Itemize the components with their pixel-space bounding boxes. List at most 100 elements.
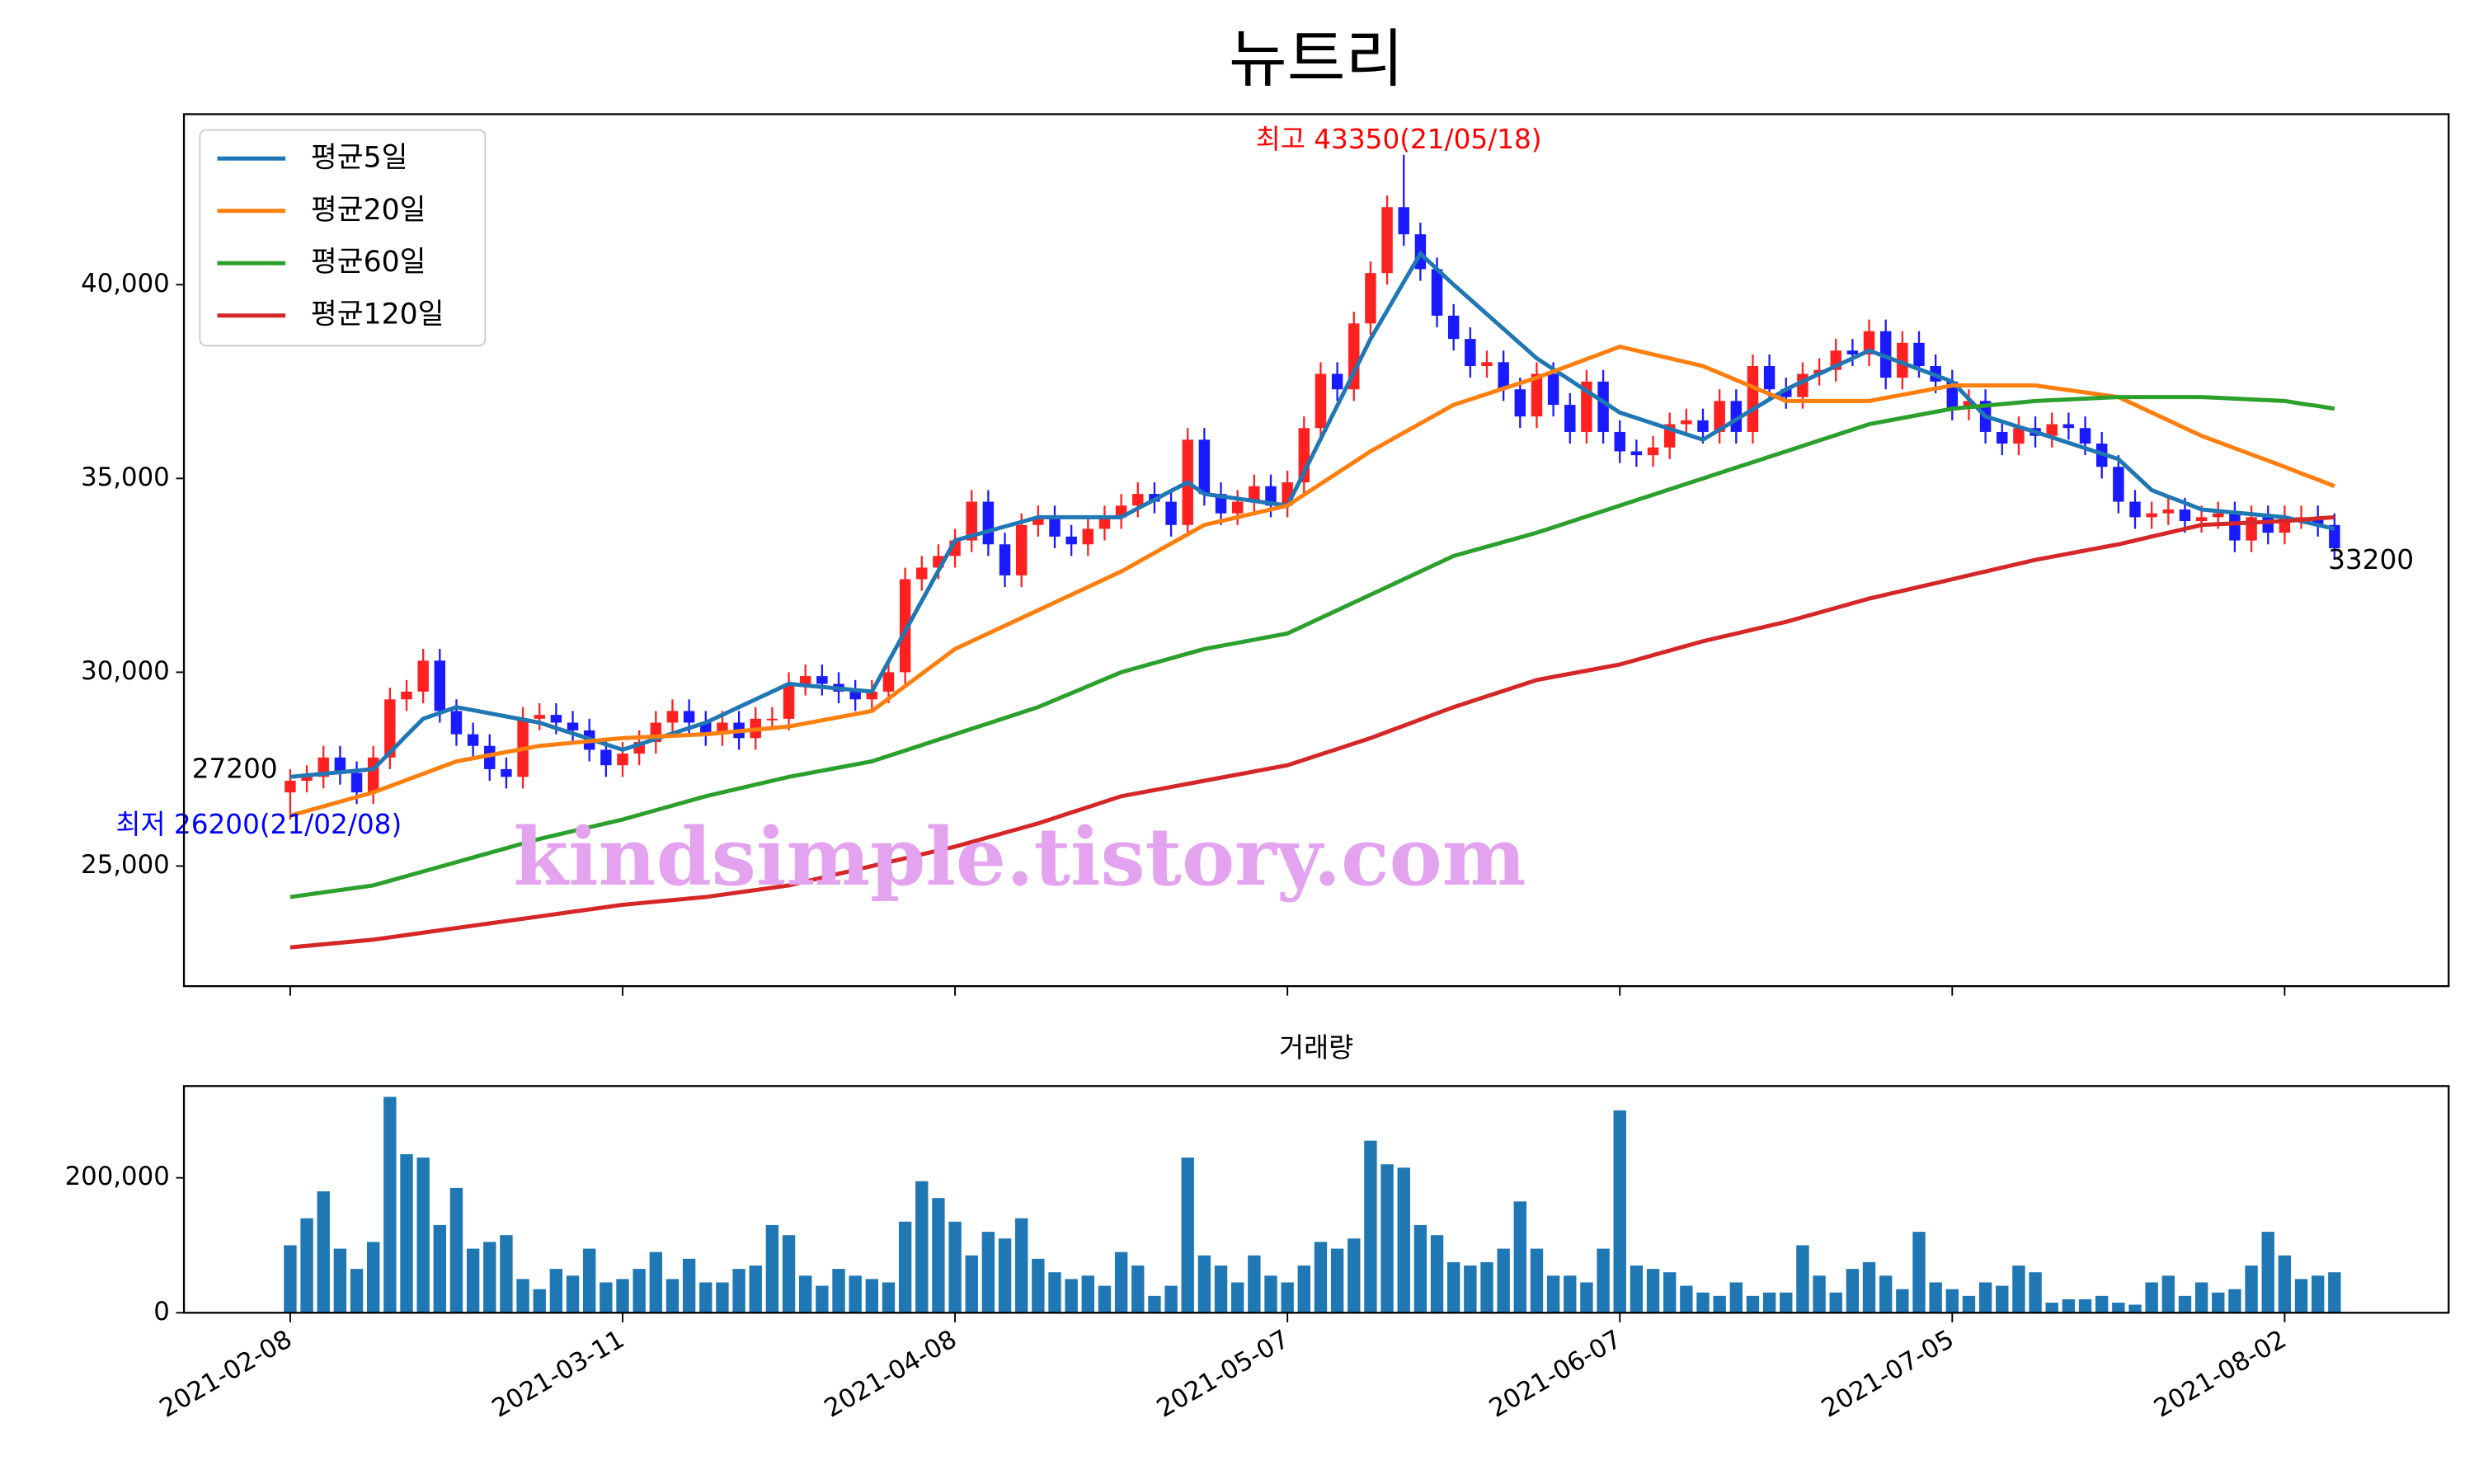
volume-bar [1996, 1285, 2009, 1313]
candle-body [2013, 428, 2025, 444]
volume-bar [616, 1279, 629, 1313]
volume-bar [2228, 1289, 2241, 1313]
volume-bar [1148, 1295, 1161, 1313]
volume-bar [1464, 1266, 1477, 1313]
volume-bar [1214, 1266, 1228, 1313]
legend-box [199, 129, 487, 347]
candle-body [1398, 207, 1409, 235]
candle-body [1315, 373, 1327, 429]
candle-body [683, 711, 695, 723]
volume-bar [483, 1242, 496, 1313]
candle-body [534, 715, 545, 719]
candle-body [1331, 373, 1343, 390]
volume-bar [2261, 1232, 2274, 1313]
volume-bar [1430, 1235, 1444, 1313]
volume-bar [998, 1238, 1012, 1313]
volume-bar [1646, 1269, 1660, 1313]
candle-body [1082, 528, 1094, 545]
candle-body [1863, 331, 1875, 355]
candle-body [2079, 428, 2091, 444]
last-close-label: 33200 [2328, 544, 2414, 575]
volume-bar [1796, 1245, 1809, 1313]
candle-body [849, 691, 861, 700]
volume-bar [898, 1221, 912, 1313]
candle-body [982, 501, 995, 545]
volume-bar [1413, 1224, 1427, 1313]
chart-title: 뉴트리 [1229, 23, 1404, 96]
volume-bar [732, 1269, 745, 1313]
candle-body [384, 699, 396, 758]
candle-body [484, 745, 496, 769]
candle-body [799, 676, 811, 684]
volume-bar [1896, 1289, 1909, 1313]
volume-bar [2312, 1275, 2325, 1313]
volume-bar [1879, 1275, 1893, 1313]
volume-bar [1813, 1275, 1826, 1313]
volume-bar [1546, 1275, 1560, 1313]
volume-bar [1580, 1282, 1593, 1313]
volume-bar [367, 1242, 380, 1313]
candle-body [1614, 431, 1625, 452]
candle-body [1049, 517, 1061, 537]
volume-bar [2294, 1279, 2308, 1313]
candle-body [1846, 350, 1859, 355]
volume-bar [1181, 1158, 1194, 1313]
candle-body [600, 749, 612, 766]
volume-bar [1762, 1292, 1776, 1313]
volume-bar [915, 1181, 929, 1313]
candle-body [1032, 517, 1044, 525]
candle-body [1946, 381, 1959, 409]
volume-bar [649, 1252, 662, 1313]
volume-bar [1314, 1242, 1328, 1313]
volume-bar [383, 1097, 397, 1313]
candle-body [2129, 501, 2141, 518]
y-tick-label: 0 [153, 1297, 170, 1327]
candle-body [916, 567, 928, 580]
volume-title: 거래량 [1279, 1032, 1353, 1064]
volume-bar [749, 1266, 762, 1313]
candle-body [2329, 524, 2340, 548]
volume-bar [1065, 1279, 1078, 1313]
legend-label: 평균60일 [311, 246, 426, 279]
price-axes-frame [182, 113, 2450, 988]
volume-bar [765, 1224, 779, 1313]
volume-bar [1380, 1164, 1394, 1313]
volume-bar [1281, 1282, 1294, 1313]
volume-bar [466, 1248, 480, 1313]
volume-bar [2178, 1295, 2192, 1313]
volume-bar [832, 1269, 845, 1313]
volume-bar [500, 1235, 513, 1313]
y-tick-label: 30,000 [81, 656, 170, 686]
ma-line [289, 514, 2335, 950]
candle-body [1564, 405, 1576, 432]
legend-label: 평균20일 [311, 194, 426, 227]
volume-bar [2245, 1266, 2258, 1313]
candle-body [1997, 431, 2008, 444]
volume-bar [2328, 1272, 2341, 1313]
candle-body [2146, 513, 2157, 518]
volume-bar [666, 1279, 680, 1313]
candle-body [1215, 494, 1227, 514]
candle-body [1231, 501, 1244, 514]
volume-bar [449, 1187, 463, 1313]
volume-bar [2194, 1282, 2208, 1313]
volume-bar [948, 1221, 962, 1313]
candle-body [2262, 517, 2274, 533]
y-tick-label: 40,000 [81, 269, 170, 298]
volume-bar [533, 1289, 546, 1313]
volume-bar [433, 1224, 446, 1313]
volume-bar [1164, 1285, 1178, 1313]
volume-bar [1513, 1201, 1526, 1313]
candle-body [2162, 509, 2175, 514]
y-tick-label: 35,000 [81, 463, 170, 492]
volume-bar [2212, 1292, 2225, 1313]
candle-body [1547, 373, 1559, 406]
volume-bar [1081, 1275, 1094, 1313]
volume-bar [2029, 1272, 2042, 1313]
candle-body [2179, 509, 2191, 522]
candle-body [1365, 273, 1376, 324]
volume-bar [1231, 1282, 1244, 1313]
volume-bar [1962, 1295, 1976, 1313]
volume-bar [566, 1275, 580, 1313]
